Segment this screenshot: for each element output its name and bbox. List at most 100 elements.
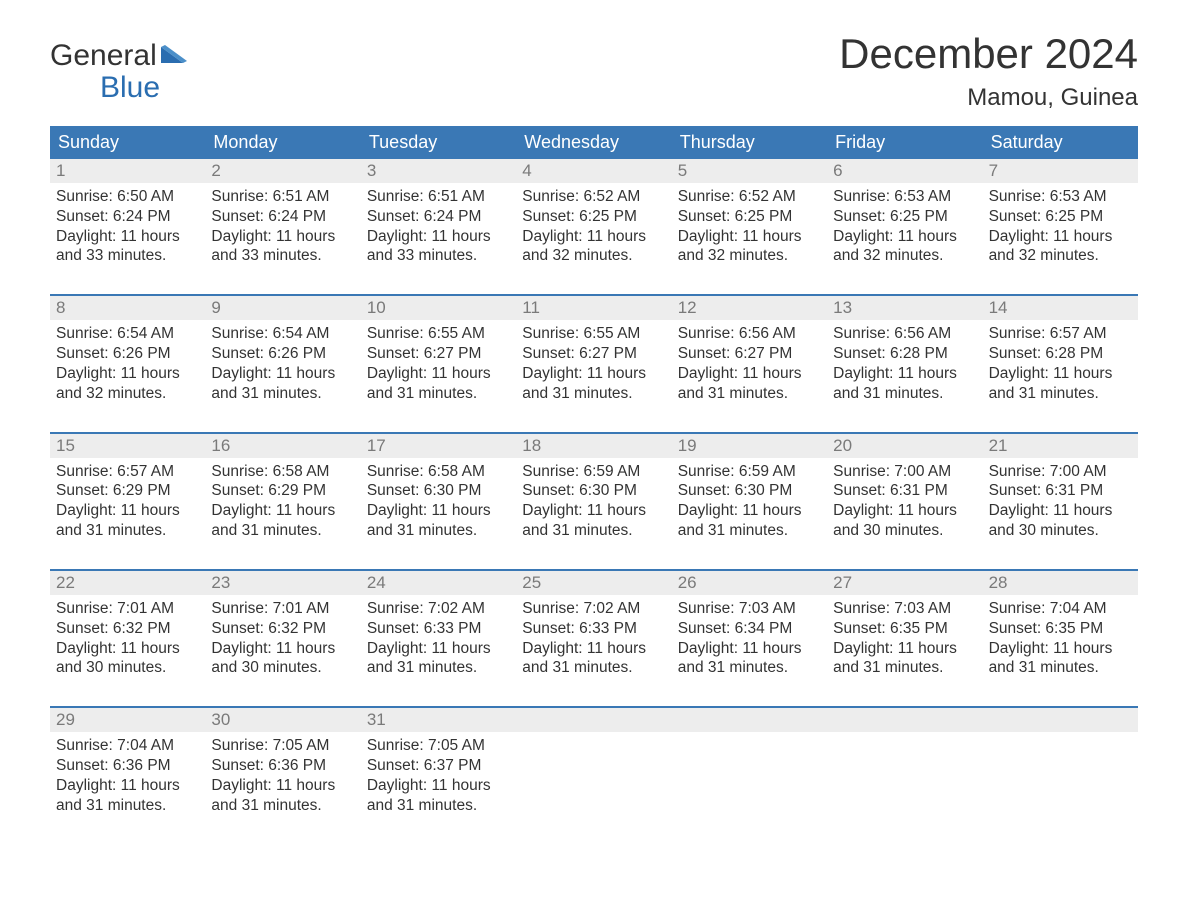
sunset-line: Sunset: 6:33 PM	[367, 619, 510, 639]
sunrise-line: Sunrise: 6:50 AM	[56, 187, 199, 207]
calendar: SundayMondayTuesdayWednesdayThursdayFrid…	[50, 126, 1138, 826]
day-cell: Sunrise: 6:51 AMSunset: 6:24 PMDaylight:…	[361, 183, 516, 276]
day-cell: Sunrise: 7:02 AMSunset: 6:33 PMDaylight:…	[361, 595, 516, 688]
day-number: 28	[983, 571, 1138, 595]
day-number: 16	[205, 434, 360, 458]
sunrise-line: Sunrise: 7:03 AM	[833, 599, 976, 619]
day-number: 10	[361, 296, 516, 320]
sunset-line: Sunset: 6:30 PM	[367, 481, 510, 501]
day-cell: Sunrise: 6:54 AMSunset: 6:26 PMDaylight:…	[205, 320, 360, 413]
sunrise-line: Sunrise: 7:00 AM	[833, 462, 976, 482]
daynum-row: 293031	[50, 708, 1138, 732]
day-cell: Sunrise: 6:55 AMSunset: 6:27 PMDaylight:…	[361, 320, 516, 413]
sunrise-line: Sunrise: 6:53 AM	[833, 187, 976, 207]
daylight-line: Daylight: 11 hours and 31 minutes.	[367, 639, 510, 679]
sunset-line: Sunset: 6:25 PM	[522, 207, 665, 227]
sunset-line: Sunset: 6:31 PM	[989, 481, 1132, 501]
sunset-line: Sunset: 6:27 PM	[367, 344, 510, 364]
title-block: December 2024 Mamou, Guinea	[839, 30, 1138, 112]
daylight-line: Daylight: 11 hours and 31 minutes.	[211, 501, 354, 541]
day-of-week-header: SundayMondayTuesdayWednesdayThursdayFrid…	[50, 126, 1138, 159]
day-cell: Sunrise: 7:05 AMSunset: 6:36 PMDaylight:…	[205, 732, 360, 825]
day-number	[827, 708, 982, 732]
day-cell: Sunrise: 7:03 AMSunset: 6:35 PMDaylight:…	[827, 595, 982, 688]
day-cell: Sunrise: 7:02 AMSunset: 6:33 PMDaylight:…	[516, 595, 671, 688]
day-cell: Sunrise: 6:52 AMSunset: 6:25 PMDaylight:…	[516, 183, 671, 276]
sunset-line: Sunset: 6:25 PM	[833, 207, 976, 227]
daylight-line: Daylight: 11 hours and 31 minutes.	[833, 639, 976, 679]
day-number: 3	[361, 159, 516, 183]
sunrise-line: Sunrise: 6:51 AM	[211, 187, 354, 207]
daylight-line: Daylight: 11 hours and 30 minutes.	[833, 501, 976, 541]
sunset-line: Sunset: 6:24 PM	[211, 207, 354, 227]
daylight-line: Daylight: 11 hours and 32 minutes.	[522, 227, 665, 267]
day-cell	[672, 732, 827, 825]
day-number: 25	[516, 571, 671, 595]
daylight-line: Daylight: 11 hours and 31 minutes.	[678, 501, 821, 541]
day-number	[516, 708, 671, 732]
month-title: December 2024	[839, 30, 1138, 78]
sunrise-line: Sunrise: 6:53 AM	[989, 187, 1132, 207]
sunset-line: Sunset: 6:30 PM	[678, 481, 821, 501]
dow-label: Wednesday	[516, 126, 671, 159]
day-cell	[827, 732, 982, 825]
daylight-line: Daylight: 11 hours and 31 minutes.	[522, 639, 665, 679]
sunrise-line: Sunrise: 7:02 AM	[522, 599, 665, 619]
daynum-row: 22232425262728	[50, 571, 1138, 595]
day-number: 26	[672, 571, 827, 595]
sunrise-line: Sunrise: 6:59 AM	[522, 462, 665, 482]
daylight-line: Daylight: 11 hours and 31 minutes.	[522, 364, 665, 404]
daynum-row: 891011121314	[50, 296, 1138, 320]
daylight-line: Daylight: 11 hours and 31 minutes.	[56, 776, 199, 816]
day-cell: Sunrise: 6:57 AMSunset: 6:28 PMDaylight:…	[983, 320, 1138, 413]
day-number: 2	[205, 159, 360, 183]
daynum-row: 15161718192021	[50, 434, 1138, 458]
sunset-line: Sunset: 6:33 PM	[522, 619, 665, 639]
daylight-line: Daylight: 11 hours and 31 minutes.	[367, 364, 510, 404]
day-number: 19	[672, 434, 827, 458]
daylight-line: Daylight: 11 hours and 31 minutes.	[522, 501, 665, 541]
day-number: 11	[516, 296, 671, 320]
sunrise-line: Sunrise: 6:57 AM	[989, 324, 1132, 344]
sunset-line: Sunset: 6:29 PM	[56, 481, 199, 501]
daylight-line: Daylight: 11 hours and 30 minutes.	[989, 501, 1132, 541]
sunset-line: Sunset: 6:28 PM	[833, 344, 976, 364]
sunset-line: Sunset: 6:25 PM	[989, 207, 1132, 227]
sunrise-line: Sunrise: 6:52 AM	[522, 187, 665, 207]
day-cell: Sunrise: 7:01 AMSunset: 6:32 PMDaylight:…	[50, 595, 205, 688]
sunrise-line: Sunrise: 7:01 AM	[56, 599, 199, 619]
sunset-line: Sunset: 6:27 PM	[522, 344, 665, 364]
sunrise-line: Sunrise: 7:05 AM	[211, 736, 354, 756]
sunset-line: Sunset: 6:36 PM	[211, 756, 354, 776]
sunrise-line: Sunrise: 6:59 AM	[678, 462, 821, 482]
logo-flag-icon	[161, 45, 191, 67]
day-cell: Sunrise: 6:53 AMSunset: 6:25 PMDaylight:…	[983, 183, 1138, 276]
sunset-line: Sunset: 6:35 PM	[989, 619, 1132, 639]
sunset-line: Sunset: 6:31 PM	[833, 481, 976, 501]
daylight-line: Daylight: 11 hours and 31 minutes.	[678, 639, 821, 679]
sunrise-line: Sunrise: 7:03 AM	[678, 599, 821, 619]
sunset-line: Sunset: 6:35 PM	[833, 619, 976, 639]
sunrise-line: Sunrise: 6:55 AM	[367, 324, 510, 344]
day-cell: Sunrise: 6:54 AMSunset: 6:26 PMDaylight:…	[50, 320, 205, 413]
day-cell: Sunrise: 6:57 AMSunset: 6:29 PMDaylight:…	[50, 458, 205, 551]
day-number: 12	[672, 296, 827, 320]
day-number: 18	[516, 434, 671, 458]
day-cell: Sunrise: 6:56 AMSunset: 6:28 PMDaylight:…	[827, 320, 982, 413]
day-cell	[516, 732, 671, 825]
logo-word2: Blue	[50, 72, 191, 104]
sunrise-line: Sunrise: 7:04 AM	[989, 599, 1132, 619]
daylight-line: Daylight: 11 hours and 32 minutes.	[833, 227, 976, 267]
dow-label: Thursday	[672, 126, 827, 159]
daylight-line: Daylight: 11 hours and 31 minutes.	[989, 364, 1132, 404]
sunrise-line: Sunrise: 6:57 AM	[56, 462, 199, 482]
day-number: 20	[827, 434, 982, 458]
daylight-line: Daylight: 11 hours and 31 minutes.	[989, 639, 1132, 679]
day-cell: Sunrise: 7:04 AMSunset: 6:36 PMDaylight:…	[50, 732, 205, 825]
sunset-line: Sunset: 6:29 PM	[211, 481, 354, 501]
dow-label: Sunday	[50, 126, 205, 159]
day-number: 24	[361, 571, 516, 595]
sunset-line: Sunset: 6:30 PM	[522, 481, 665, 501]
header: General Blue December 2024 Mamou, Guinea	[50, 30, 1138, 112]
week-row: 22232425262728Sunrise: 7:01 AMSunset: 6:…	[50, 569, 1138, 688]
